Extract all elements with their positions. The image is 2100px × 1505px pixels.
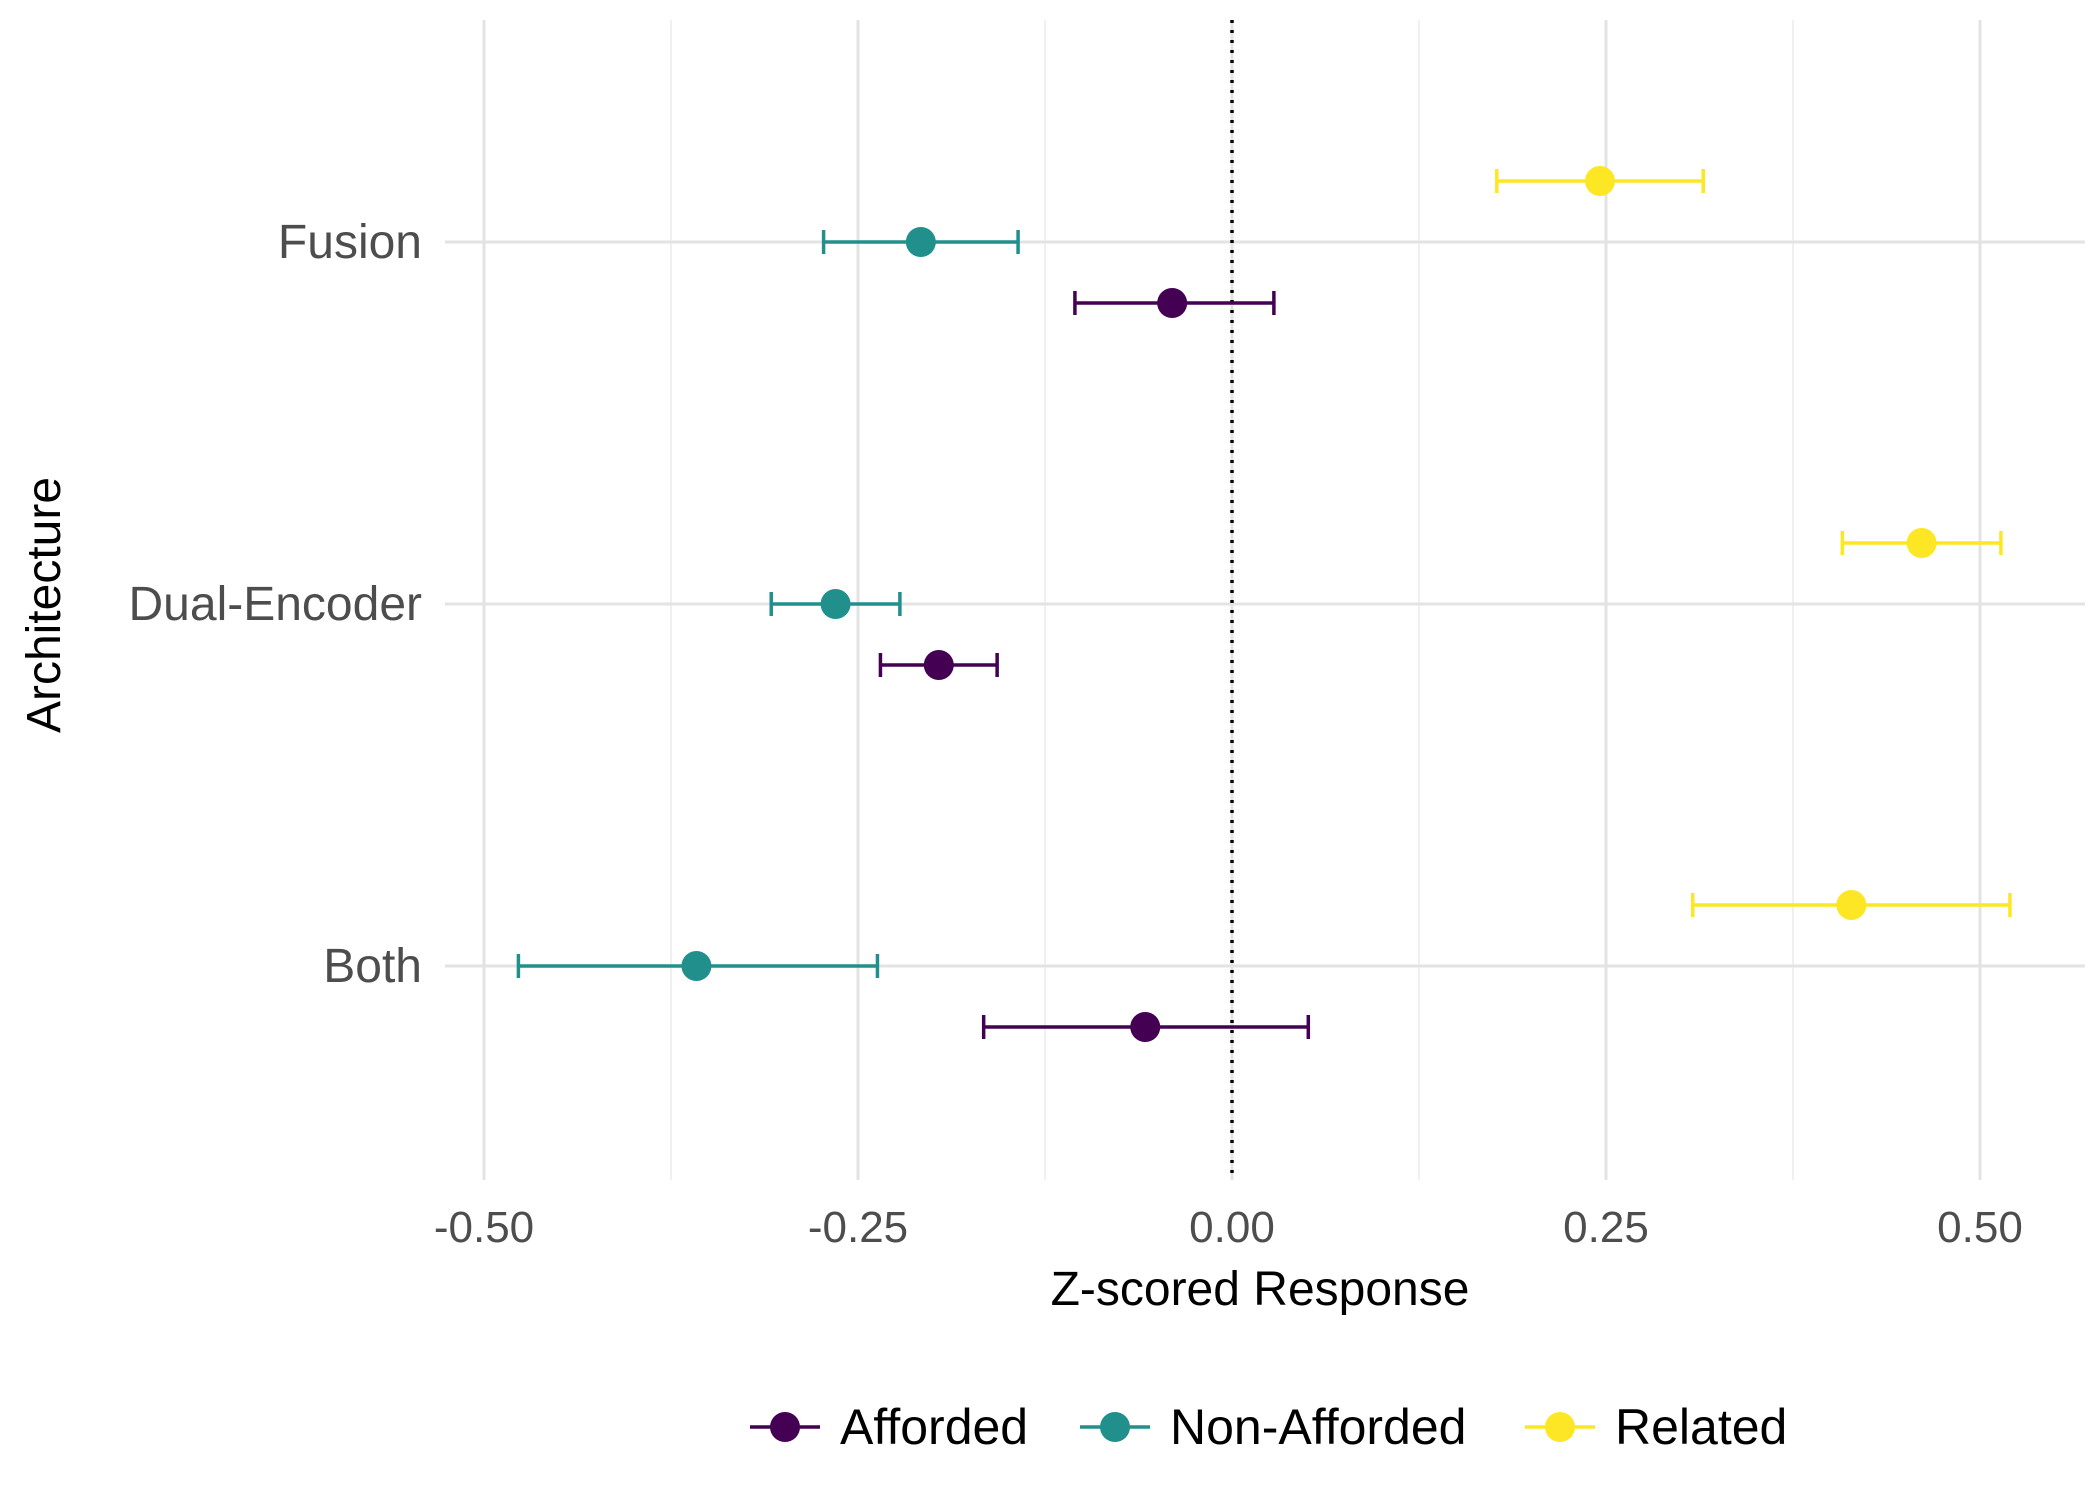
grid — [445, 20, 2085, 1180]
x-tick-label: 0.25 — [1563, 1203, 1649, 1252]
legend-label: Related — [1615, 1399, 1787, 1455]
data-point — [1585, 166, 1616, 196]
legend-label: Afforded — [840, 1399, 1028, 1455]
x-axis-title: Z-scored Response — [1051, 1263, 1470, 1316]
legend-key-point — [1545, 1412, 1575, 1442]
data-point — [681, 951, 712, 981]
points — [681, 166, 1937, 1042]
data-point — [1836, 890, 1867, 920]
legend-item: Related — [1525, 1399, 1787, 1455]
y-tick-label: Dual-Encoder — [129, 578, 423, 631]
x-tick-label: 0.00 — [1189, 1203, 1275, 1252]
legend-item: Afforded — [750, 1399, 1028, 1455]
data-point — [1157, 288, 1188, 318]
x-tick-label: -0.50 — [434, 1203, 534, 1252]
legend-key-point — [770, 1412, 800, 1442]
data-point — [1906, 528, 1937, 558]
data-point — [905, 227, 936, 257]
legend-label: Non-Afforded — [1170, 1399, 1466, 1455]
legend-key-point — [1100, 1412, 1130, 1442]
legend: Afforded Non-Afforded Related — [750, 1399, 1787, 1455]
x-tick-label: 0.50 — [1937, 1203, 2023, 1252]
y-axis-title: Architecture — [18, 477, 71, 733]
data-point — [1130, 1012, 1161, 1042]
data-point — [923, 650, 954, 680]
x-tick-label: -0.25 — [808, 1203, 908, 1252]
legend-item: Non-Afforded — [1080, 1399, 1466, 1455]
y-tick-label: Fusion — [278, 216, 422, 269]
data-point — [820, 589, 851, 619]
axes: Z-scored Response Architecture -0.50 -0.2… — [18, 216, 2023, 1316]
y-tick-label: Both — [323, 940, 422, 993]
